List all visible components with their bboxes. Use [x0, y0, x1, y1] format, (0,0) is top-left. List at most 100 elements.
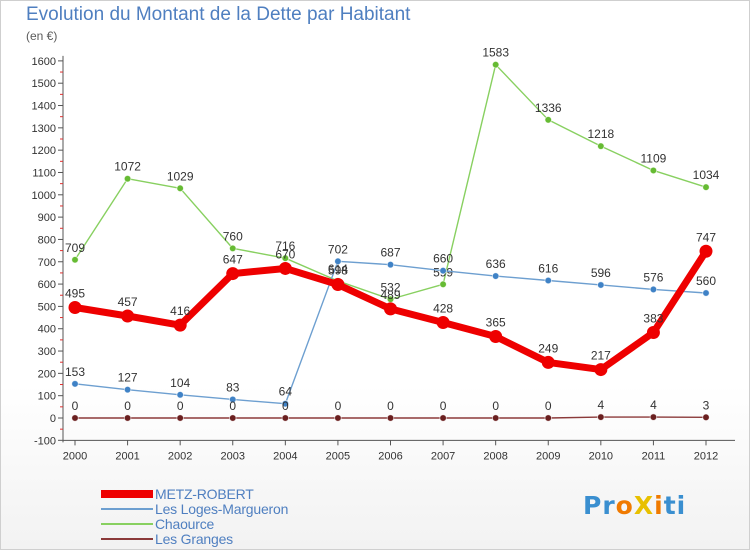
data-label: 83 — [226, 380, 240, 394]
y-tick-label: 400 — [38, 324, 56, 336]
x-tick-label: 2007 — [431, 450, 455, 462]
data-point — [71, 380, 79, 388]
data-label: 576 — [643, 270, 663, 284]
data-point — [71, 414, 79, 422]
y-tick-label: 1400 — [32, 101, 56, 113]
data-point — [176, 184, 184, 193]
x-tick-label: 2000 — [63, 450, 87, 462]
data-point — [278, 261, 292, 275]
data-point — [123, 175, 132, 183]
data-label: 0 — [72, 399, 79, 413]
data-label: 760 — [223, 229, 243, 243]
logo-letter: i — [654, 491, 664, 520]
chart-unit: (en €) — [26, 29, 58, 43]
data-label: 416 — [170, 304, 190, 318]
data-label: 0 — [545, 399, 552, 413]
logo-letter: P — [583, 491, 603, 520]
y-tick-label: 1500 — [32, 78, 56, 90]
data-label: 1034 — [693, 168, 720, 182]
data-label: 0 — [387, 399, 394, 413]
y-tick-label: -100 — [34, 435, 56, 447]
data-point — [121, 309, 135, 323]
legend-label: Les Granges — [155, 531, 233, 547]
data-point — [176, 414, 184, 422]
data-point — [176, 391, 184, 399]
data-label: 4 — [650, 398, 657, 412]
data-point — [386, 260, 395, 269]
data-label: 1072 — [114, 160, 141, 174]
data-point — [334, 414, 342, 422]
data-label: 1029 — [167, 169, 194, 183]
data-point — [646, 326, 660, 340]
data-label: 365 — [486, 316, 506, 330]
y-tick-label: 800 — [38, 234, 56, 246]
legend-swatch — [101, 523, 153, 525]
data-label: 1336 — [535, 101, 562, 115]
data-label: 0 — [335, 399, 342, 413]
data-label: 1583 — [482, 46, 509, 60]
x-tick-label: 2011 — [642, 450, 666, 462]
data-label: 747 — [696, 230, 716, 244]
data-point — [439, 266, 447, 275]
legend-label: Les Loges-Margueron — [155, 501, 289, 517]
data-label: 249 — [538, 341, 558, 355]
data-point — [229, 244, 237, 253]
data-point — [123, 385, 132, 394]
x-tick-label: 2002 — [168, 450, 192, 462]
data-label: 0 — [492, 399, 499, 413]
data-label: 560 — [696, 274, 716, 288]
y-tick-label: 900 — [38, 212, 56, 224]
data-label: 153 — [65, 365, 85, 379]
y-tick-label: 1100 — [32, 167, 56, 179]
x-tick-label: 2005 — [326, 450, 350, 462]
x-tick-label: 2010 — [589, 450, 613, 462]
data-point — [649, 166, 658, 175]
data-point — [702, 183, 710, 191]
y-tick-label: 600 — [38, 279, 56, 291]
data-label: 0 — [124, 399, 131, 413]
data-point — [229, 414, 237, 422]
data-point — [281, 414, 290, 422]
data-point — [334, 257, 342, 266]
data-point — [439, 280, 447, 289]
data-label: 702 — [328, 242, 348, 256]
data-label: 3 — [703, 398, 710, 412]
data-label: 670 — [275, 247, 295, 261]
y-tick-label: 100 — [38, 391, 56, 403]
data-label: 383 — [643, 312, 663, 326]
data-label: 687 — [380, 246, 400, 260]
data-point — [229, 395, 237, 404]
data-label: 532 — [380, 280, 400, 294]
x-tick-label: 2009 — [536, 450, 560, 462]
proxiti-logo: ProXiti — [583, 491, 686, 520]
logo-letter: t — [663, 491, 677, 520]
data-label: 647 — [223, 253, 243, 267]
data-label: 217 — [591, 349, 611, 363]
data-point — [386, 414, 395, 422]
y-tick-label: 1300 — [32, 123, 56, 135]
data-point — [597, 281, 605, 289]
data-point — [491, 272, 500, 280]
chart-title: Evolution du Montant de la Dette par Hab… — [26, 4, 411, 25]
data-point — [489, 330, 503, 344]
data-label: 0 — [440, 399, 447, 413]
data-label: 598 — [328, 264, 348, 278]
data-label: 709 — [65, 241, 85, 255]
data-point — [491, 60, 500, 69]
data-point — [649, 285, 658, 294]
data-point — [597, 142, 605, 150]
legend-label: METZ-ROBERT — [155, 486, 254, 502]
logo-letter: o — [615, 491, 634, 520]
data-point — [281, 400, 290, 408]
data-point — [597, 413, 605, 421]
logo-letter: X — [633, 491, 655, 520]
data-label: 616 — [538, 262, 558, 276]
data-label: 428 — [433, 301, 453, 315]
data-point — [71, 256, 79, 264]
y-tick-label: 1200 — [32, 145, 56, 157]
data-point — [544, 116, 552, 124]
data-point — [544, 276, 552, 285]
data-point — [331, 278, 345, 292]
